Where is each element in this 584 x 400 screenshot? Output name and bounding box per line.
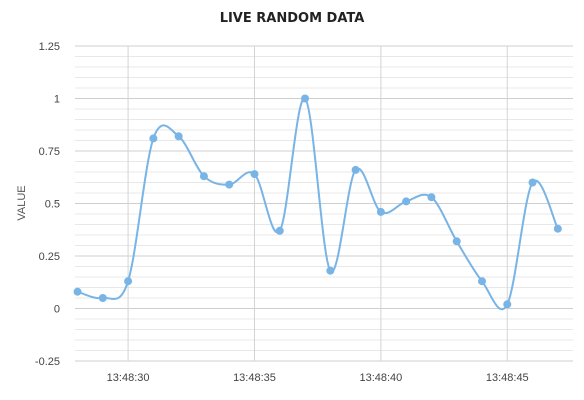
grid	[75, 45, 573, 362]
y-tick-label: 0	[54, 304, 60, 316]
data-point	[427, 193, 436, 202]
chart-title: LIVE RANDOM DATA	[220, 11, 365, 26]
data-point	[149, 134, 158, 143]
data-point	[477, 277, 486, 286]
data-point	[199, 172, 208, 181]
y-tick-label: 1	[54, 94, 60, 106]
y-axis-label: VALUE	[16, 185, 28, 220]
data-point	[376, 207, 385, 216]
y-tick-label: 1.25	[39, 41, 60, 53]
data-point	[528, 178, 537, 187]
data-point	[124, 277, 133, 286]
x-axis-ticks: 13:48:30 13:48:35 13:48:40 13:48:45	[107, 372, 529, 384]
data-point	[250, 170, 259, 179]
x-tick-label: 13:48:45	[486, 372, 529, 384]
data-point	[275, 226, 284, 235]
data-point	[326, 266, 335, 275]
y-axis-ticks: 1.25 1 0.75 0.5 0.25 0 -0.25	[35, 41, 60, 368]
data-point	[225, 180, 234, 189]
y-tick-label: -0.25	[35, 356, 60, 368]
y-tick-label: 0.75	[39, 146, 60, 158]
data-point	[553, 224, 562, 233]
data-point	[98, 294, 107, 302]
y-tick-label: 0.5	[45, 199, 60, 211]
data-point	[402, 197, 411, 206]
data-point	[351, 165, 360, 174]
x-tick-label: 13:48:30	[107, 372, 150, 384]
x-tick-label: 13:48:40	[359, 372, 402, 384]
x-tick-label: 13:48:35	[233, 372, 276, 384]
data-point	[503, 300, 512, 309]
data-point	[301, 94, 310, 103]
data-point	[73, 287, 82, 296]
data-point	[452, 237, 461, 246]
data-point	[174, 132, 183, 141]
y-tick-label: 0.25	[39, 251, 60, 263]
data-points	[73, 94, 562, 309]
